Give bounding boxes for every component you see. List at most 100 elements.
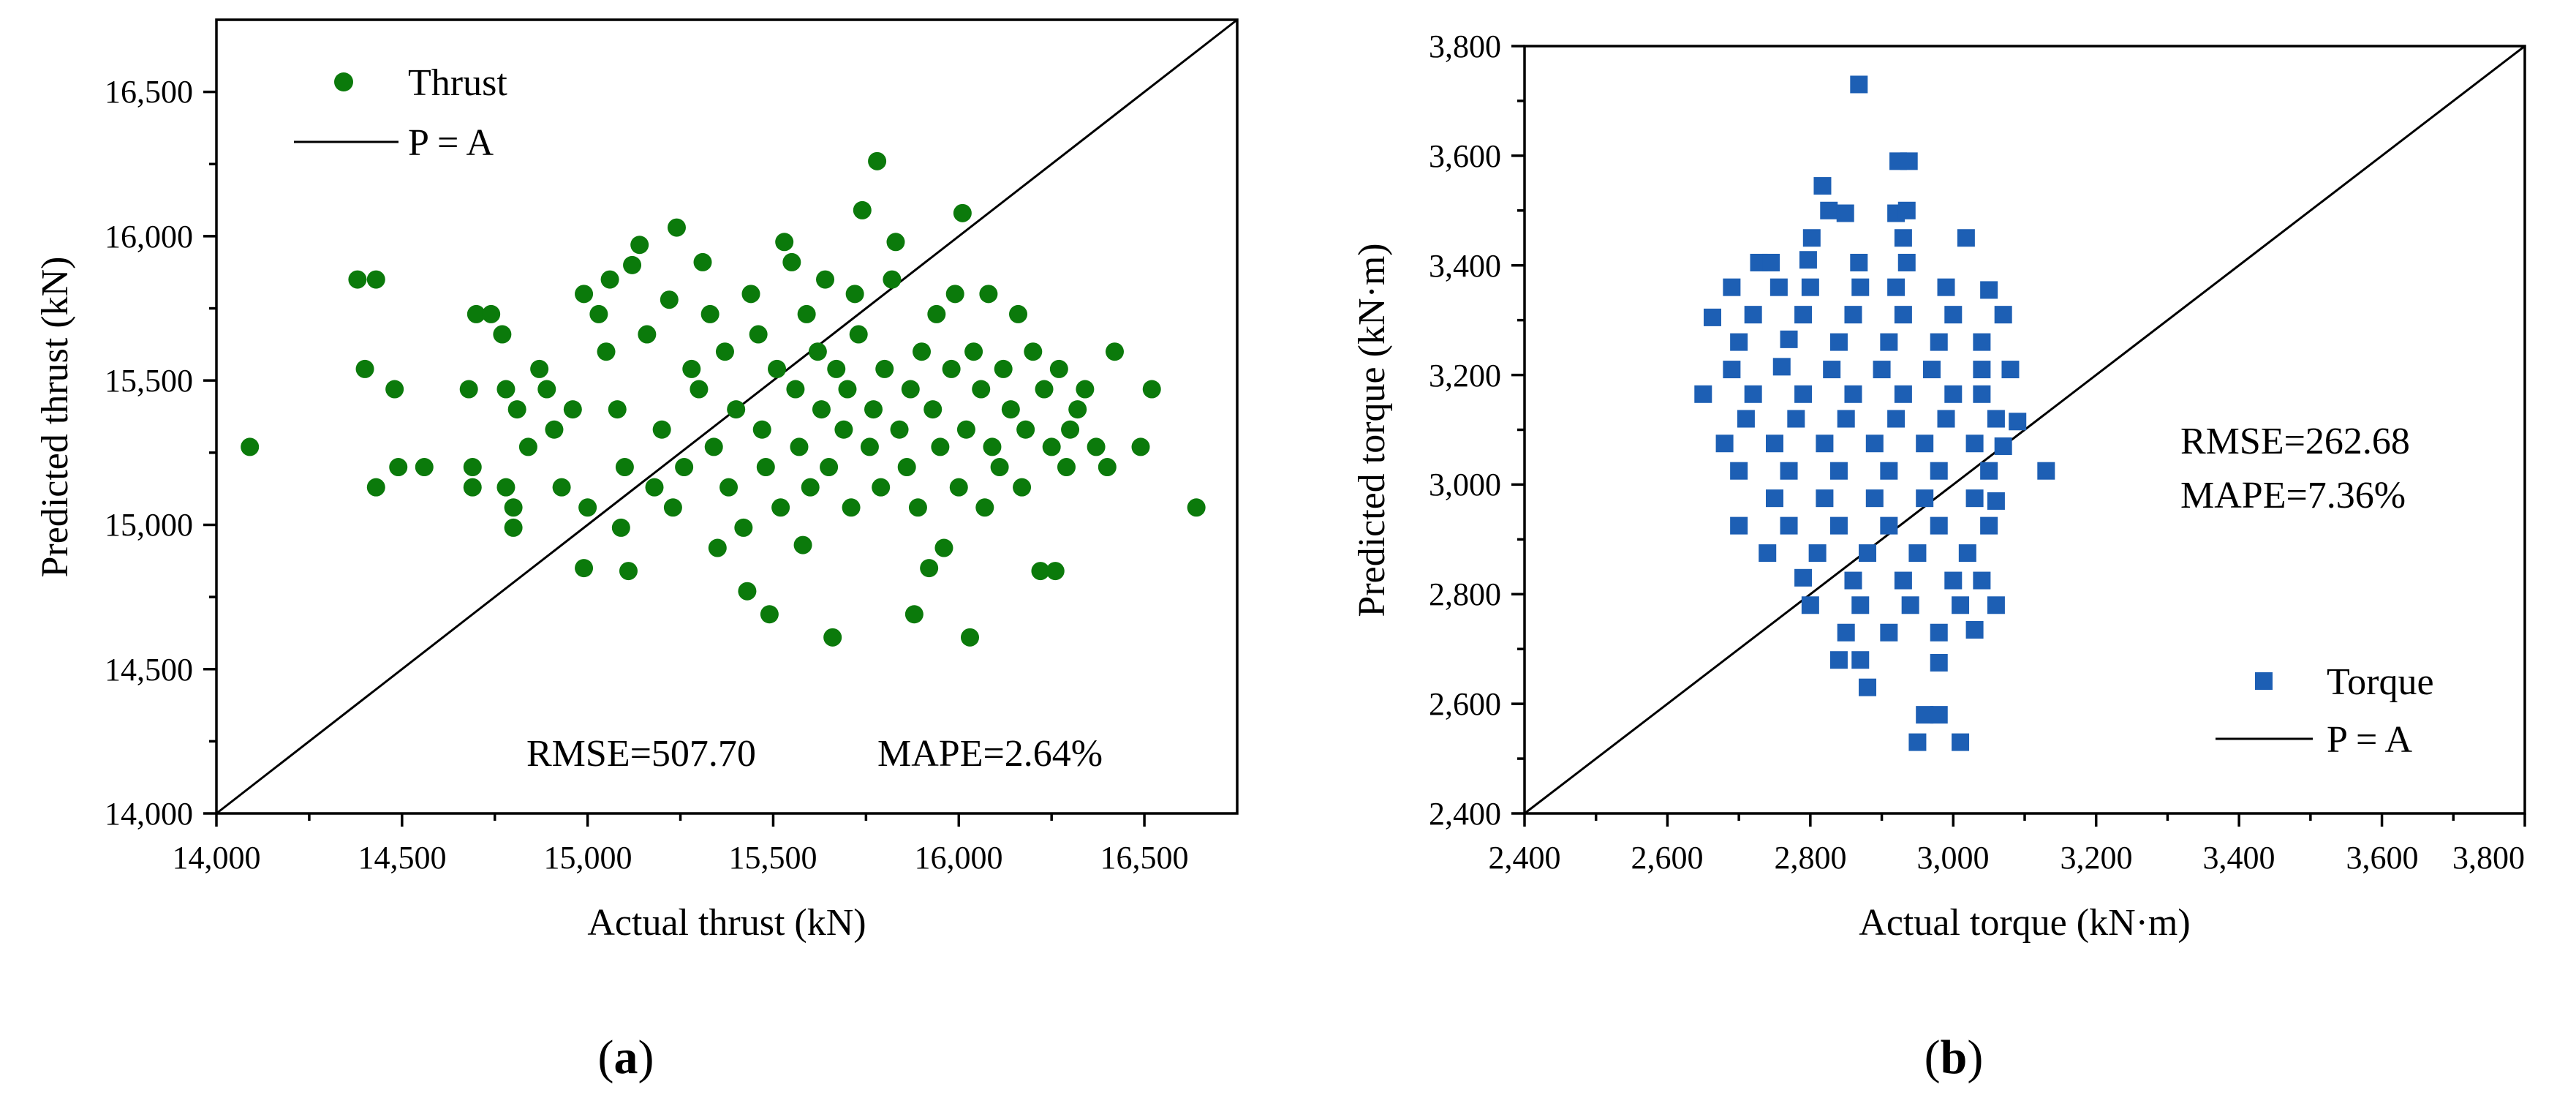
torque-point [1794,385,1813,403]
y-tick-label: 3,000 [1429,467,1501,503]
thrust-point [1105,342,1124,361]
y-tick-label: 2,800 [1429,576,1501,612]
thrust-point [1016,420,1035,439]
thrust-point [241,437,260,456]
y-tick-label: 14,000 [105,796,193,832]
torque-point [1957,229,1975,247]
thrust-point [975,498,994,517]
thrust-point [1057,458,1076,477]
thrust-point [875,359,894,378]
thrust-point [630,236,649,255]
legend-b: Torque P = A [2216,661,2434,761]
torque-point [1897,201,1916,219]
x-tick-label: 3,200 [2061,840,2133,876]
thrust-point [575,285,594,304]
thrust-point [827,359,846,378]
legend-label-torque: Torque [2327,661,2434,703]
torque-point [1973,385,1991,403]
thrust-point [920,559,939,578]
torque-point [1965,620,1984,639]
torque-point [1859,544,1877,563]
thrust-point [908,498,927,517]
torque-points [1694,75,2055,751]
torque-point [1887,278,1905,296]
torque-point [1880,623,1898,642]
thrust-point [860,437,879,456]
torque-point [1916,435,1934,453]
thrust-point [872,478,891,497]
thrust-point [667,218,686,237]
torque-point [1780,330,1798,348]
thrust-point [496,478,515,497]
thrust-point [1098,458,1117,477]
torque-point [1837,623,1855,642]
thrust-point [934,538,953,557]
thrust-point [816,270,835,289]
thrust-point [518,437,537,456]
torque-point [1901,596,1919,614]
thrust-point [682,359,701,378]
panel-label-a: (a) [598,1031,654,1084]
torque-point [1820,201,1838,219]
y-tick-label: 3,200 [1429,358,1501,394]
x-tick-label: 3,600 [2346,840,2419,876]
thrust-point [504,518,523,537]
torque-point [1844,571,1862,590]
torque-point [1965,435,1984,453]
torque-point [1730,516,1748,535]
x-tick-label: 3,000 [1917,840,1990,876]
thrust-point [734,518,753,537]
panel-b-torque-chart: 2,400 2,600 2,800 3,000 3,200 3,400 3,60… [1351,29,2526,1084]
thrust-point [845,285,864,304]
thrust-point [563,400,582,419]
thrust-point [389,458,408,477]
torque-point [1715,435,1734,453]
y-tick-label: 3,400 [1429,248,1501,284]
torque-point [1930,653,1948,672]
thrust-point [990,458,1009,477]
thrust-point [708,538,727,557]
torque-point [1772,358,1791,376]
thrust-point [552,478,571,497]
thrust-point [834,420,853,439]
x-tick-label: 2,600 [1631,840,1704,876]
legend-label-thrust: Thrust [408,62,507,104]
thrust-point [385,380,404,399]
thrust-point [1013,478,1032,497]
thrust-point [545,420,564,439]
thrust-point [459,380,478,399]
thrust-point [823,628,842,647]
torque-point [1816,489,1834,508]
y-tick-label: 16,000 [105,219,193,255]
thrust-point [615,458,634,477]
thrust-point [1042,437,1061,456]
torque-point [1994,437,2012,455]
y-tick-label: 15,500 [105,363,193,399]
thrust-point [931,437,950,456]
thrust-point [949,478,968,497]
x-tick-label: 2,400 [1489,840,1561,876]
thrust-points [241,151,1206,647]
thrust-point [1035,380,1054,399]
thrust-point [793,535,812,554]
torque-point [1837,410,1855,428]
torque-point [1813,177,1832,195]
thrust-point [467,304,486,323]
thrust-point [868,151,887,170]
thrust-point [1061,420,1080,439]
torque-point [1900,152,1918,170]
torque-point [1829,333,1848,351]
torque-point [1930,706,1948,724]
torque-point [1823,361,1841,379]
torque-point [1908,544,1927,563]
thrust-point [663,498,682,517]
torque-point [1829,462,1848,480]
torque-point [1794,306,1813,324]
torque-point [1787,410,1805,428]
thrust-point [864,400,883,419]
torque-point [1836,204,1854,222]
torque-point [1944,385,1963,403]
torque-point [1930,516,1948,535]
torque-point [1759,544,1777,563]
thrust-point [1024,342,1043,361]
